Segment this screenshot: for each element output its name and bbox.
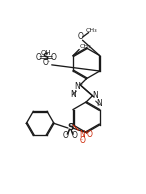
- Text: O: O: [50, 53, 56, 62]
- Text: N: N: [93, 91, 99, 100]
- Text: OH: OH: [40, 50, 51, 56]
- Text: O: O: [36, 53, 42, 62]
- Text: S: S: [43, 53, 49, 62]
- Text: =: =: [46, 53, 53, 62]
- Text: O: O: [78, 32, 84, 41]
- Text: O: O: [72, 131, 78, 140]
- Text: +: +: [78, 82, 83, 87]
- Text: O: O: [87, 130, 93, 139]
- Text: N: N: [79, 130, 85, 139]
- Text: O: O: [63, 131, 68, 140]
- Text: =: =: [39, 53, 45, 62]
- Text: O: O: [79, 136, 85, 145]
- Text: ⁻: ⁻: [47, 61, 50, 67]
- Text: ⁻: ⁻: [79, 139, 82, 144]
- Text: +: +: [83, 130, 88, 135]
- Text: N: N: [70, 90, 76, 99]
- Text: CH₃: CH₃: [80, 44, 91, 49]
- Text: S: S: [67, 124, 73, 133]
- Text: N: N: [96, 99, 102, 108]
- Text: O: O: [43, 58, 48, 67]
- Text: N: N: [74, 82, 80, 91]
- Text: CH₃: CH₃: [86, 28, 98, 33]
